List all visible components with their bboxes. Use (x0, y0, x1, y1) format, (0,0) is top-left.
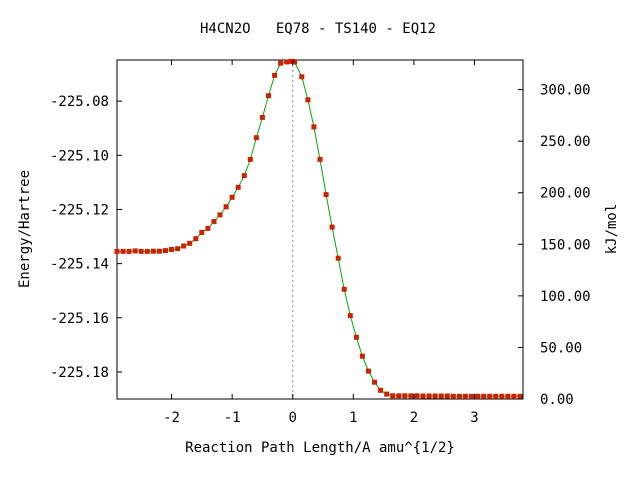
y2-tick-label: 100.00 (540, 289, 591, 305)
data-point (126, 248, 132, 254)
y2-tick-label: 0.00 (540, 392, 574, 408)
data-point (259, 114, 265, 120)
data-point (120, 248, 126, 254)
data-point (229, 194, 235, 200)
data-point (187, 240, 193, 246)
data-point (481, 393, 487, 399)
data-point (493, 393, 499, 399)
data-point (487, 393, 493, 399)
data-point (456, 393, 462, 399)
data-point (462, 393, 468, 399)
data-point (205, 225, 211, 231)
data-point (278, 60, 284, 66)
energy-curve (117, 60, 520, 397)
y2-tick-label: 300.00 (540, 83, 591, 99)
data-point (347, 313, 353, 319)
data-point (499, 393, 505, 399)
data-point (317, 156, 323, 162)
data-point (432, 393, 438, 399)
y2-axis-label: kJ/mol (604, 204, 620, 255)
data-point (329, 224, 335, 230)
data-point (181, 243, 187, 249)
data-point (272, 72, 278, 78)
chart-title: H4CN2O EQ78 - TS140 - EQ12 (200, 21, 436, 37)
y-axis-ticks: -225.08 -225.10 -225.12 -225.14 -225.16 -225.… (50, 94, 122, 381)
data-point (217, 212, 223, 218)
y-tick-label: -225.14 (50, 257, 109, 273)
data-point (175, 246, 181, 252)
y-axis-label: Energy/Hartree (17, 170, 33, 288)
y-tick-label: -225.12 (50, 202, 109, 218)
data-point (438, 393, 444, 399)
data-point (396, 393, 402, 399)
y-tick-label: -225.16 (50, 311, 109, 327)
data-point (414, 393, 420, 399)
x-axis-label: Reaction Path Length/A amu^{1/2} (185, 440, 455, 456)
data-point (211, 219, 217, 225)
data-point (420, 393, 426, 399)
data-point (247, 156, 253, 162)
data-point (408, 393, 414, 399)
y2-tick-label: 50.00 (540, 340, 582, 356)
data-point (384, 391, 390, 397)
data-point (284, 59, 290, 65)
data-point (266, 93, 271, 99)
data-point (366, 368, 371, 374)
data-point (163, 248, 168, 254)
data-point (241, 173, 247, 179)
data-point (132, 248, 138, 254)
data-point (223, 204, 229, 210)
data-point (505, 393, 511, 399)
plot-frame (116, 59, 524, 400)
data-point (292, 59, 297, 65)
y2-axis-ticks: 300.00 250.00 200.00 150.00 100.00 50.00 0.00 (518, 83, 591, 408)
x-tick-label: -1 (224, 410, 241, 426)
data-point (193, 236, 199, 242)
y2-tick-label: 250.00 (540, 134, 591, 150)
data-point (144, 248, 150, 254)
y-tick-label: -225.18 (50, 365, 109, 381)
data-point (517, 393, 523, 399)
data-point (426, 393, 432, 399)
data-point (469, 393, 474, 399)
data-point (378, 387, 384, 393)
data-point (390, 393, 396, 399)
data-point (335, 255, 341, 261)
data-point (156, 248, 162, 254)
y2-tick-label: 200.00 (540, 186, 591, 202)
data-point (372, 379, 377, 385)
x-axis-ticks: -2 -1 0 1 2 3 (163, 60, 479, 426)
data-point (311, 124, 317, 130)
data-point (169, 247, 174, 252)
data-point (353, 334, 359, 340)
data-point (323, 192, 329, 198)
data-point (138, 248, 144, 254)
y2-tick-label: 150.00 (540, 237, 591, 253)
data-point (511, 393, 517, 399)
data-point (450, 393, 456, 399)
data-point (199, 230, 205, 235)
data-point (299, 74, 305, 80)
data-point (253, 135, 259, 141)
data-point (359, 353, 365, 359)
data-point (341, 286, 347, 292)
y-tick-label: -225.10 (50, 148, 109, 164)
data-point (475, 393, 481, 399)
data-point (150, 248, 156, 254)
x-tick-label: 1 (349, 410, 357, 426)
x-tick-label: 2 (410, 410, 418, 426)
data-point (444, 393, 450, 399)
x-tick-label: -2 (163, 410, 180, 426)
x-tick-label: 3 (470, 410, 478, 426)
data-point (305, 97, 311, 103)
x-tick-label: 0 (289, 410, 297, 426)
data-point (235, 184, 241, 190)
data-point (402, 393, 408, 399)
data-points (114, 58, 523, 399)
y-tick-label: -225.08 (50, 94, 109, 110)
data-point (114, 248, 120, 254)
